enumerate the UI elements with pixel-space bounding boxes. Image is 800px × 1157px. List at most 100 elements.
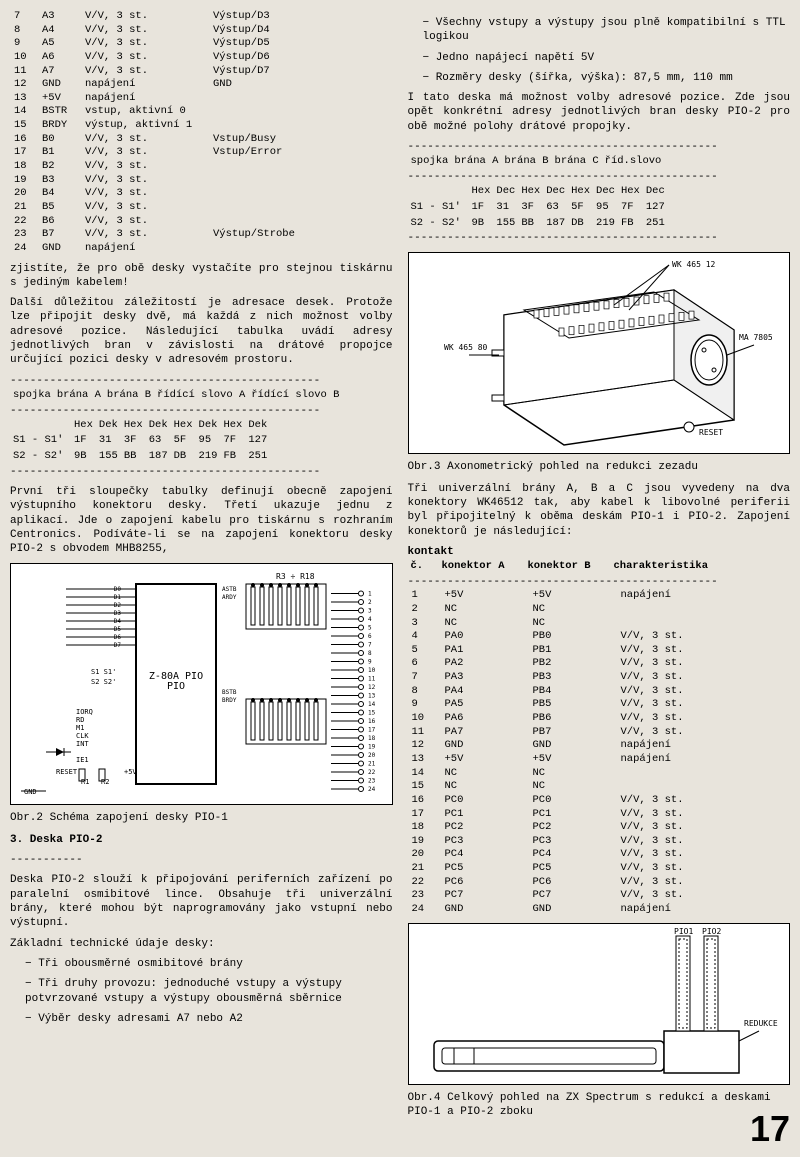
table-cell [209,160,299,174]
table-cell: A3 [38,10,81,24]
svg-text:+5V: +5V [124,768,137,776]
table-cell: 9 [10,37,38,51]
svg-text:MA 7805: MA 7805 [739,333,773,342]
table-cell: Výstup/Strobe [209,228,299,242]
table-cell: 11 [10,65,38,79]
table-cell: B2 [38,160,81,174]
table-cell: 19 [10,174,38,188]
table-cell [209,105,299,119]
svg-text:INT: INT [76,740,89,748]
svg-text:21: 21 [368,760,376,767]
table-cell: Výstup/D6 [209,51,299,65]
table-cell: B4 [38,187,81,201]
table-cell: výstup, aktivní 1 [81,119,209,133]
bullet-item: − Všechny vstupy a výstupy jsou plně kom… [423,16,791,45]
svg-text:22: 22 [368,769,376,776]
svg-text:WK 465 80: WK 465 80 [444,343,488,352]
table-cell: V/V, 3 st. [81,37,209,51]
table-cell: 18 [10,160,38,174]
svg-text:REDUKCE: REDUKCE [744,1019,778,1028]
figure-caption: Obr.4 Celkový pohled na ZX Spectrum s re… [408,1091,791,1120]
svg-text:1: 1 [368,590,372,597]
table-cell: V/V, 3 st. [81,201,209,215]
svg-text:23: 23 [368,777,376,784]
svg-text:M1: M1 [76,724,84,732]
table-cell [209,201,299,215]
table-cell: BRDY [38,119,81,133]
pin-table: 7A3V/V, 3 st.Výstup/D38A4V/V, 3 st.Výstu… [10,10,299,256]
divider: ----------------------------------------… [10,374,393,388]
table-cell: Vstup/Error [209,146,299,160]
svg-text:PIO1: PIO1 [674,927,693,936]
paragraph: Tři univerzální brány A, B a C jsou vyve… [408,482,791,539]
divider: ----------------------------------------… [10,404,393,418]
section-heading: 3. Deska PIO-2 [10,833,393,847]
paragraph: I tato deska má možnost volby adresové p… [408,91,791,134]
svg-text:WK 465 12: WK 465 12 [672,260,716,269]
table-cell [209,242,299,256]
connector-table-head: č.konektor Akonektor Bcharakteristika [408,559,712,575]
table-cell: Výstup/D3 [209,10,299,24]
svg-text:R3 ÷ R18: R3 ÷ R18 [276,572,315,581]
bullet-item: − Tři obousměrné osmibitové brány [25,957,393,971]
figure-4-side-view: REDUKCE PIO1 PIO2 [408,923,791,1085]
svg-text:16: 16 [368,718,376,725]
svg-text:14: 14 [368,701,376,708]
table-cell: vstup, aktivní 0 [81,105,209,119]
figure-caption: Obr.2 Schéma zapojení desky PIO-1 [10,811,393,825]
svg-text:RESET: RESET [699,428,723,437]
table-cell: V/V, 3 st. [81,174,209,188]
svg-text:11: 11 [368,675,376,682]
table-cell: V/V, 3 st. [81,51,209,65]
svg-text:8: 8 [368,650,372,657]
paragraph: Deska PIO-2 slouží k připojování perifer… [10,873,393,930]
table-cell [209,119,299,133]
svg-text:17: 17 [368,726,376,733]
svg-text:BRDY: BRDY [222,697,237,704]
figure-caption: Obr.3 Axonometrický pohled na redukci ze… [408,460,791,474]
table-cell: B7 [38,228,81,242]
svg-text:RD: RD [76,716,84,724]
svg-text:15: 15 [368,709,376,716]
table-cell: V/V, 3 st. [81,215,209,229]
svg-text:IE1: IE1 [76,756,89,764]
table-cell: B1 [38,146,81,160]
table-cell [209,92,299,106]
table-cell: 13 [10,92,38,106]
table-cell [209,174,299,188]
svg-text:IORQ: IORQ [76,708,93,716]
table-cell: Vstup/Busy [209,133,299,147]
bullet-item: − Rozměry desky (šířka, výška): 87,5 mm,… [423,71,791,85]
svg-text:9: 9 [368,658,372,665]
table-cell: A5 [38,37,81,51]
svg-text:BSTB: BSTB [222,689,237,696]
table-cell: V/V, 3 st. [81,228,209,242]
svg-text:18: 18 [368,735,376,742]
figure-3-axonometric: RESET WK 465 12 WK 465 80 MA 7805 [408,252,791,454]
table-cell: V/V, 3 st. [81,65,209,79]
paragraph: Další důležitou záležitostí je adresace … [10,296,393,367]
table-cell: 16 [10,133,38,147]
table-cell: 20 [10,187,38,201]
table-cell: V/V, 3 st. [81,24,209,38]
table-cell: GND [38,78,81,92]
table-cell: 17 [10,146,38,160]
svg-text:10: 10 [368,667,376,674]
table-cell: napájení [81,242,209,256]
paragraph: zjistíte, že pro obě desky vystačíte pro… [10,262,393,291]
table-cell: 21 [10,201,38,215]
paragraph: Základní technické údaje desky: [10,937,393,951]
table-cell: A4 [38,24,81,38]
table-cell [209,187,299,201]
svg-text:ARDY: ARDY [222,594,237,601]
table-cell: 14 [10,105,38,119]
table-cell: 24 [10,242,38,256]
table-cell: napájení [81,78,209,92]
table-cell: GND [209,78,299,92]
divider: ----------------------------------------… [10,465,393,479]
address-table-left: spojka brána A brána B řídící slovo A ří… [10,388,342,404]
table-cell: V/V, 3 st. [81,10,209,24]
table-cell: Výstup/D4 [209,24,299,38]
svg-text:3: 3 [368,607,372,614]
table-cell: B5 [38,201,81,215]
